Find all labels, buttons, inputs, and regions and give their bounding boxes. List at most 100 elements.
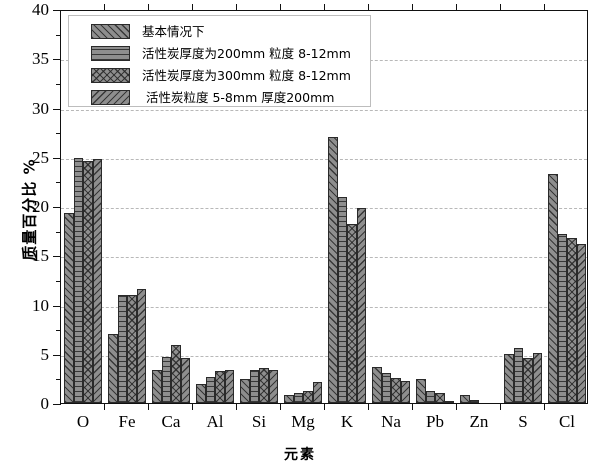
legend-item-3: 活性炭厚度为300mm 粒度 8-12mm xyxy=(69,65,370,86)
tick-mark xyxy=(56,182,61,184)
bar-Si-s2 xyxy=(249,369,259,403)
bar-Si-s3 xyxy=(259,367,269,403)
tick-mark xyxy=(53,10,61,11)
bar-K-s4 xyxy=(356,207,366,403)
legend-swatch-2 xyxy=(91,46,130,61)
gridline xyxy=(61,109,587,111)
bar-K-s2 xyxy=(337,197,347,403)
bar-Cl-s2 xyxy=(557,233,567,403)
bar-Fe-s4 xyxy=(136,288,146,403)
y-tick-label: 35 xyxy=(32,49,49,69)
bar-Zn-s2 xyxy=(469,400,479,403)
tick-mark xyxy=(53,354,61,356)
bar-Zn-s1 xyxy=(460,395,470,403)
x-tick-label: Cl xyxy=(558,412,576,431)
tick-mark xyxy=(280,4,281,11)
tick-mark xyxy=(192,4,193,11)
x-tick-label: Mg xyxy=(291,412,315,431)
gridline xyxy=(61,306,587,308)
y-tick-label: 0 xyxy=(40,394,50,413)
legend-label: 基本情况下 xyxy=(142,24,205,39)
bar-Mg-s2 xyxy=(293,393,303,403)
bar-Na-s1 xyxy=(372,366,382,403)
tick-mark xyxy=(53,404,61,405)
bar-S-s2 xyxy=(513,347,523,403)
tick-mark xyxy=(56,379,61,381)
bar-Na-s4 xyxy=(400,381,410,403)
tick-mark xyxy=(53,59,61,61)
x-tick-label: S xyxy=(518,412,528,431)
legend-item-1: 基本情况下 xyxy=(69,21,370,42)
gridline xyxy=(61,257,587,259)
y-tick-label: 15 xyxy=(32,246,49,266)
bar-Pb-s3 xyxy=(435,393,445,403)
y-tick-label: 20 xyxy=(32,197,49,216)
tick-mark xyxy=(412,403,413,410)
tick-mark xyxy=(53,256,61,258)
tick-mark xyxy=(324,403,325,410)
tick-mark xyxy=(53,157,61,159)
tick-mark xyxy=(56,330,61,332)
bar-Al-s1 xyxy=(196,384,206,403)
gridline xyxy=(61,208,587,209)
y-tick-label: 10 xyxy=(32,295,49,315)
bar-Cl-s4 xyxy=(576,244,586,403)
y-tick-label: 25 xyxy=(32,147,49,167)
tick-mark xyxy=(56,133,61,135)
tick-mark xyxy=(368,4,369,11)
bar-Mg-s4 xyxy=(312,382,322,403)
bar-O-s1 xyxy=(64,212,74,403)
x-axis-label: 元素 xyxy=(284,447,316,463)
tick-mark xyxy=(148,403,149,410)
bar-Fe-s1 xyxy=(108,334,118,403)
legend-label: 活性炭厚度为300mm 粒度 8-12mm xyxy=(142,68,351,83)
bar-Fe-s3 xyxy=(127,294,137,403)
bar-O-s2 xyxy=(73,157,83,403)
y-tick-label: 40 xyxy=(32,0,49,19)
tick-mark xyxy=(368,403,369,410)
bar-series-layer xyxy=(61,11,587,403)
legend-label: 活性炭粒度 5-8mm 厚度200mm xyxy=(146,90,335,105)
x-tick-label: Na xyxy=(381,412,401,431)
tick-mark xyxy=(456,4,457,11)
bar-S-s4 xyxy=(532,352,542,403)
bar-Al-s3 xyxy=(215,370,225,403)
bar-Cl-s3 xyxy=(567,237,577,403)
tick-mark xyxy=(53,207,61,208)
bar-K-s1 xyxy=(328,137,338,403)
tick-mark xyxy=(544,403,545,410)
x-tick-label: Zn xyxy=(469,412,489,431)
tick-mark xyxy=(280,403,281,410)
bar-O-s4 xyxy=(92,158,102,403)
x-tick-label: Si xyxy=(251,412,267,431)
tick-mark xyxy=(56,231,61,233)
tick-mark xyxy=(544,4,545,11)
bar-Na-s3 xyxy=(391,378,401,403)
tick-mark xyxy=(56,280,61,282)
legend-item-2: 活性炭厚度为200mm 粒度 8-12mm xyxy=(69,43,370,64)
tick-mark xyxy=(456,403,457,410)
y-tick-label: 30 xyxy=(32,98,49,118)
bar-S-s1 xyxy=(504,353,514,403)
gridline xyxy=(61,158,587,160)
bar-Al-s2 xyxy=(205,377,215,403)
bar-Ca-s3 xyxy=(171,344,181,403)
tick-mark xyxy=(104,4,105,11)
legend-swatch-4 xyxy=(91,90,130,105)
bar-S-s3 xyxy=(523,357,533,403)
bar-Na-s2 xyxy=(381,373,391,403)
tick-mark xyxy=(236,4,237,11)
legend-label: 活性炭厚度为200mm 粒度 8-12mm xyxy=(142,46,351,61)
tick-mark xyxy=(324,4,325,11)
bar-Fe-s2 xyxy=(117,294,127,403)
bar-Cl-s1 xyxy=(548,174,558,403)
x-tick-label: Ca xyxy=(161,412,181,431)
bar-Si-s1 xyxy=(240,379,250,403)
x-tick-label: Fe xyxy=(118,412,136,431)
bar-Ca-s2 xyxy=(161,356,171,403)
tick-mark xyxy=(412,4,413,11)
x-tick-label: K xyxy=(340,412,354,431)
legend-item-4: 活性炭粒度 5-8mm 厚度200mm xyxy=(69,87,370,108)
tick-mark xyxy=(53,305,61,307)
